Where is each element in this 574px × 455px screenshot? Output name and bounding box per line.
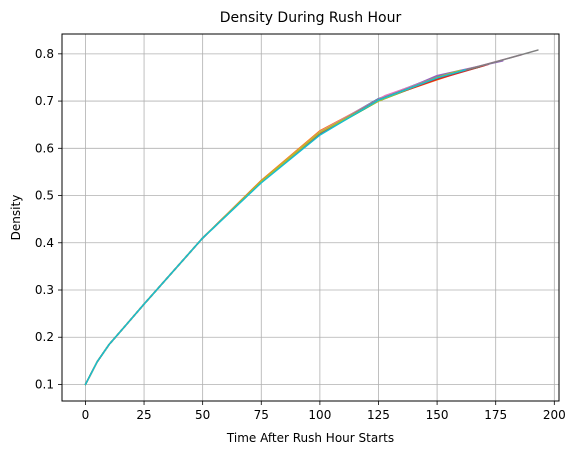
- axes-background: [62, 34, 559, 401]
- x-tick-label: 125: [367, 408, 390, 422]
- x-tick-label: 150: [426, 408, 449, 422]
- series-line-10: [84, 69, 466, 386]
- y-tick-label: 0.5: [35, 189, 54, 203]
- y-tick-label: 0.4: [35, 236, 54, 250]
- x-tick-label: 100: [308, 408, 331, 422]
- x-tick-label: 200: [543, 408, 566, 422]
- axes-frame: [61, 33, 560, 402]
- x-tick-label: 75: [254, 408, 269, 422]
- y-tick-label: 0.8: [35, 47, 54, 61]
- y-tick-label: 0.7: [35, 94, 54, 108]
- x-tick-label: 50: [195, 408, 210, 422]
- y-axis-label: Density: [9, 195, 23, 241]
- plot-area: 0 25 50 75 100 125 150 175 200 0.10.20.30.40.50.…: [35, 33, 566, 422]
- y-tick-label: 0.3: [35, 283, 54, 297]
- grid-lines: [62, 34, 559, 401]
- y-tick-label: 0.6: [35, 141, 54, 155]
- chart-title: Density During Rush Hour: [220, 10, 402, 26]
- y-tick-label: 0.1: [35, 377, 54, 391]
- y-axis-ticks: 0.1 0.2 0.3 0.4 0.5 0.6 0.7 0.8: [35, 47, 62, 391]
- x-tick-label: 175: [484, 408, 507, 422]
- y-tick-label: 0.2: [35, 330, 54, 344]
- x-axis-label: Time After Rush Hour Starts: [226, 431, 394, 445]
- series-lines: [84, 49, 539, 386]
- x-axis-ticks: 0 25 50 75 100 125 150 175 200: [82, 401, 566, 422]
- x-tick-label: 25: [136, 408, 151, 422]
- x-tick-label: 0: [82, 408, 90, 422]
